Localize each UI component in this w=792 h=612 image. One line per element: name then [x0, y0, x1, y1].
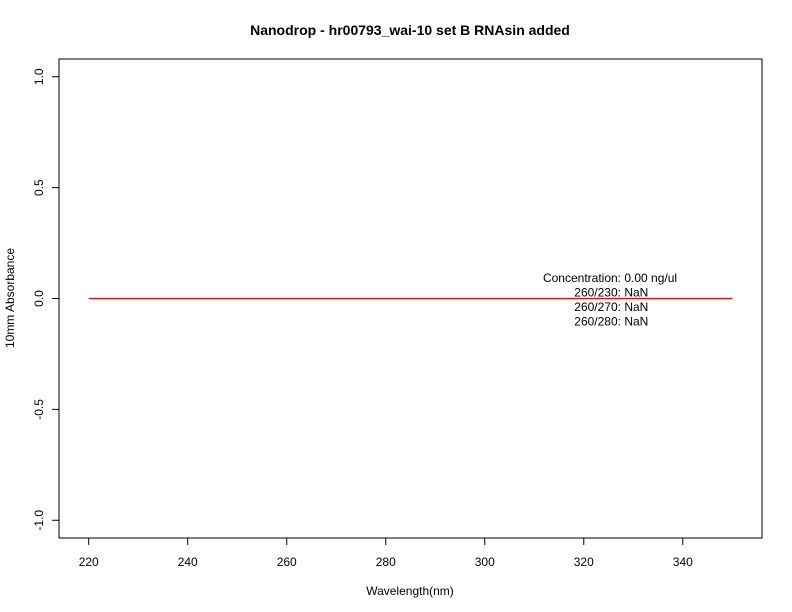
- x-tick-label: 280: [376, 555, 396, 569]
- y-tick-label: 1.0: [32, 68, 46, 85]
- y-tick-label: -1.0: [32, 510, 46, 531]
- y-tick-label: 0.0: [32, 290, 46, 307]
- x-tick-label: 320: [574, 555, 594, 569]
- x-axis: 220 240 260 280 300 320 340: [79, 538, 693, 569]
- chart-title: Nanodrop - hr00793_wai-10 set B RNAsin a…: [250, 22, 570, 38]
- annotation-line: 260/270: NaN: [574, 300, 648, 314]
- x-axis-label: Wavelength(nm): [366, 584, 454, 598]
- x-tick-label: 300: [475, 555, 495, 569]
- x-tick-label: 220: [79, 555, 99, 569]
- x-tick-label: 240: [178, 555, 198, 569]
- y-axis-label: 10mm Absorbance: [3, 248, 17, 348]
- annotation-line: 260/280: NaN: [574, 315, 648, 329]
- x-tick-label: 260: [277, 555, 297, 569]
- y-axis: -1.0 -0.5 0.0 0.5 1.0: [32, 68, 59, 531]
- y-tick-label: 0.5: [32, 179, 46, 196]
- annotation-line: Concentration: 0.00 ng/ul: [543, 271, 677, 285]
- y-tick-label: -0.5: [32, 399, 46, 420]
- annotation-line: 260/230: NaN: [574, 286, 648, 300]
- x-tick-label: 340: [673, 555, 693, 569]
